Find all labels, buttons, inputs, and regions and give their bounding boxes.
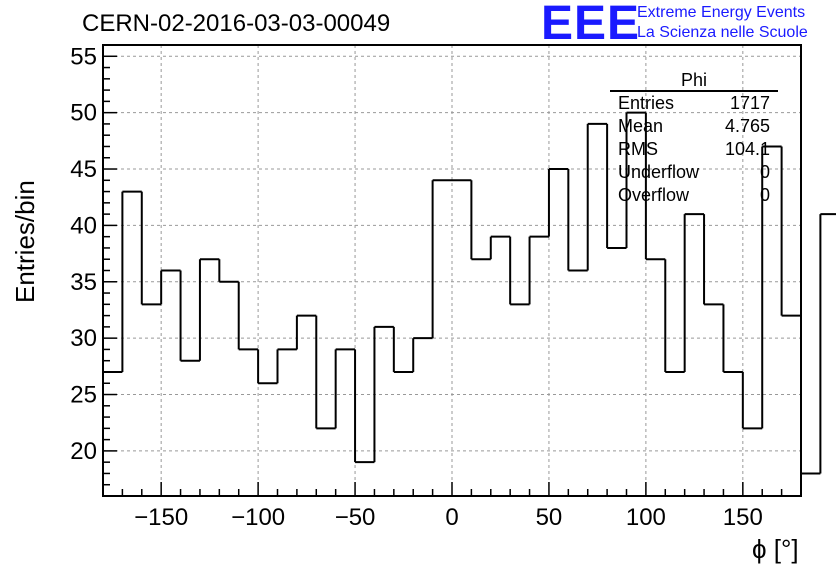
stats-value: 0 <box>759 185 770 205</box>
y-tick-label: 50 <box>70 100 97 127</box>
x-tick-label: −150 <box>134 504 188 531</box>
logo-caption-line1: Extreme Energy Events <box>637 4 806 21</box>
stats-value: 0 <box>759 162 770 182</box>
axis-ticks <box>102 44 802 497</box>
y-tick-label: 20 <box>70 438 97 465</box>
tick-labels: −150 −100 −50 0 50 100 150 20 25 30 35 40 45 50 55 <box>70 43 763 531</box>
stats-value: 1717 <box>729 93 770 113</box>
y-tick-label: 45 <box>70 156 97 183</box>
stats-key: RMS <box>618 139 658 159</box>
y-tick-label: 55 <box>70 43 97 70</box>
stats-value: 4.765 <box>724 116 770 136</box>
x-tick-label: 150 <box>723 504 763 531</box>
x-tick-label: 50 <box>536 504 563 531</box>
logo-caption-line2: La Scienza nelle Scuole <box>637 24 808 41</box>
y-tick-label: 40 <box>70 212 97 239</box>
stats-value: 104.1 <box>724 139 770 159</box>
chart-title: CERN-02-2016-03-03-00049 <box>82 10 391 37</box>
x-tick-label: −50 <box>335 504 376 531</box>
stats-row-rms: RMS 104.1 <box>610 138 778 161</box>
stats-box-title: Phi <box>610 70 778 92</box>
stats-row-entries: Entries 1717 <box>610 92 778 115</box>
stats-row-underflow: Underflow 0 <box>610 161 778 184</box>
y-tick-label: 25 <box>70 382 97 409</box>
x-tick-label: −100 <box>231 504 285 531</box>
stats-key: Overflow <box>618 185 690 205</box>
stats-key: Mean <box>618 116 664 136</box>
histogram-bins <box>103 111 836 475</box>
y-axis-label: Entries/bin <box>10 180 40 303</box>
x-tick-label: 100 <box>626 504 666 531</box>
eee-logo: EEE <box>541 0 641 50</box>
stats-key: Entries <box>618 93 675 113</box>
x-axis-label: ϕ [°] <box>752 534 799 564</box>
stats-row-overflow: Overflow 0 <box>610 184 778 207</box>
x-tick-label: 0 <box>445 504 458 531</box>
stats-box: Phi Entries 1717 Mean 4.765 RMS 104.1 Un… <box>610 70 778 207</box>
y-tick-label: 30 <box>70 325 97 352</box>
stats-row-mean: Mean 4.765 <box>610 115 778 138</box>
y-tick-label: 35 <box>70 269 97 296</box>
stats-key: Underflow <box>618 162 700 182</box>
